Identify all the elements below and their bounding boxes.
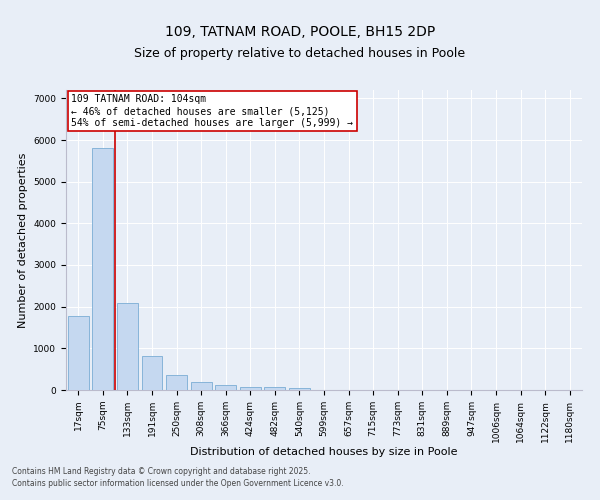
Bar: [92, 148, 113, 390]
Y-axis label: Number of detached properties: Number of detached properties: [18, 152, 28, 328]
Bar: [215, 386, 236, 390]
Bar: [68, 316, 89, 390]
Bar: [289, 388, 310, 390]
Bar: [142, 356, 163, 390]
Bar: [265, 387, 286, 390]
Bar: [117, 303, 138, 390]
Bar: [240, 386, 261, 390]
Bar: [191, 382, 212, 390]
Text: Size of property relative to detached houses in Poole: Size of property relative to detached ho…: [134, 48, 466, 60]
X-axis label: Distribution of detached houses by size in Poole: Distribution of detached houses by size …: [190, 448, 458, 458]
Text: 109 TATNAM ROAD: 104sqm
← 46% of detached houses are smaller (5,125)
54% of semi: 109 TATNAM ROAD: 104sqm ← 46% of detache…: [71, 94, 353, 128]
Text: Contains HM Land Registry data © Crown copyright and database right 2025.
Contai: Contains HM Land Registry data © Crown c…: [12, 466, 344, 487]
Bar: [166, 375, 187, 390]
Text: 109, TATNAM ROAD, POOLE, BH15 2DP: 109, TATNAM ROAD, POOLE, BH15 2DP: [165, 25, 435, 39]
